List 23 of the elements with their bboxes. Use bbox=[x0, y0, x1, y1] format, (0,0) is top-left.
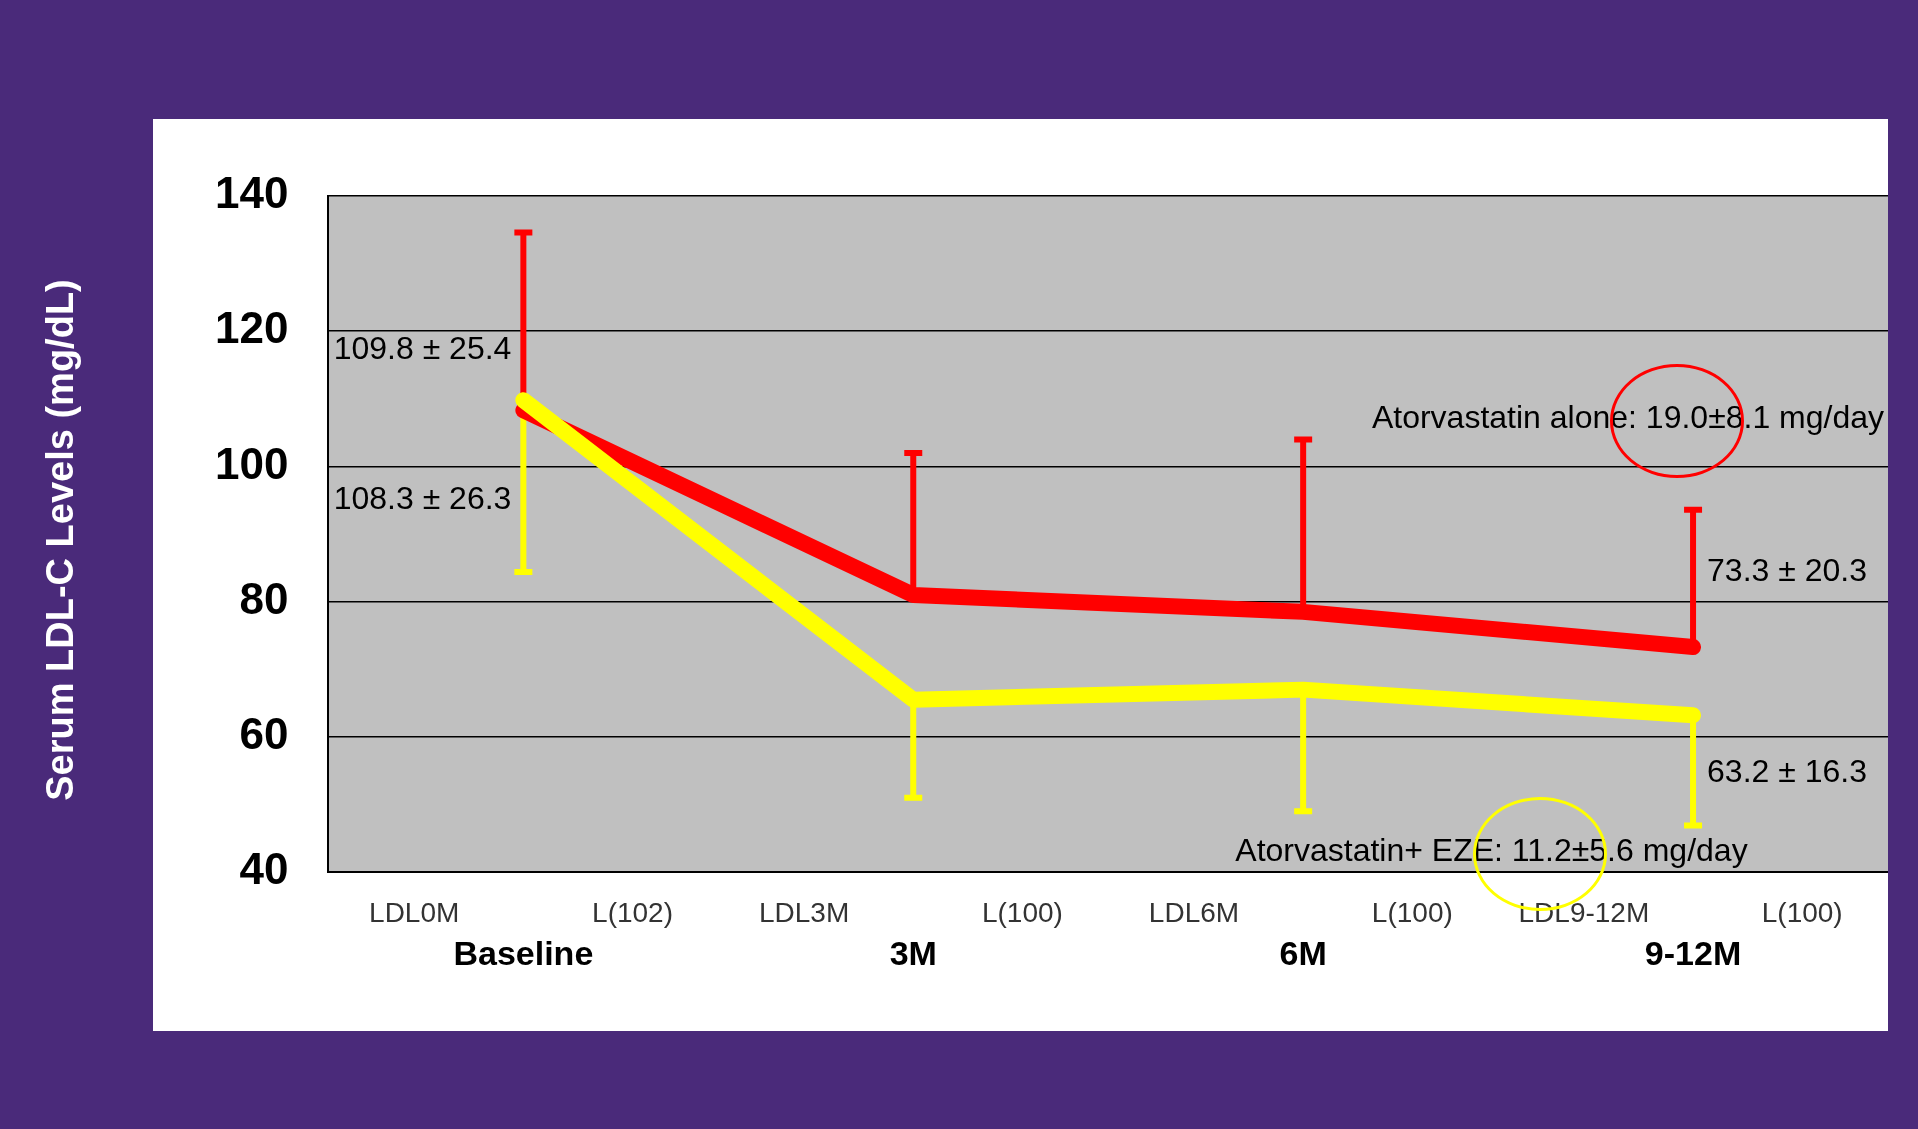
text: LDL9-12M bbox=[1518, 896, 1650, 928]
data-label: 109.8 ± 25.4 bbox=[333, 330, 512, 367]
y-axis-title: Serum LDL-C Levels (mg/dL) bbox=[38, 279, 82, 801]
y-tick-label: 80 bbox=[239, 573, 289, 623]
text: LDL0M bbox=[369, 896, 460, 928]
data-label: 63.2 ± 16.3 bbox=[1707, 753, 1867, 790]
y-tick-label: 100 bbox=[214, 438, 289, 488]
text: L(102) bbox=[592, 896, 673, 928]
data-label: 108.3 ± 26.3 bbox=[333, 480, 512, 517]
text: LDL3M bbox=[758, 896, 850, 928]
text: L(100) bbox=[1371, 896, 1453, 928]
data-label: 73.3 ± 20.3 bbox=[1707, 551, 1867, 588]
text: LDL6M bbox=[1148, 896, 1240, 928]
x-tick-label: 6M bbox=[1279, 933, 1327, 972]
y-tick-label: 60 bbox=[239, 709, 289, 759]
x-tick-label: Baseline bbox=[453, 933, 594, 972]
text: L(100) bbox=[981, 896, 1063, 928]
x-tick-label: 9-12M bbox=[1644, 933, 1742, 972]
text: L(100) bbox=[1761, 896, 1843, 928]
y-tick-label: 140 bbox=[214, 168, 289, 218]
y-tick-label: 120 bbox=[214, 303, 289, 353]
x-tick-label: 3M bbox=[889, 933, 937, 972]
y-tick-label: 40 bbox=[239, 844, 289, 894]
